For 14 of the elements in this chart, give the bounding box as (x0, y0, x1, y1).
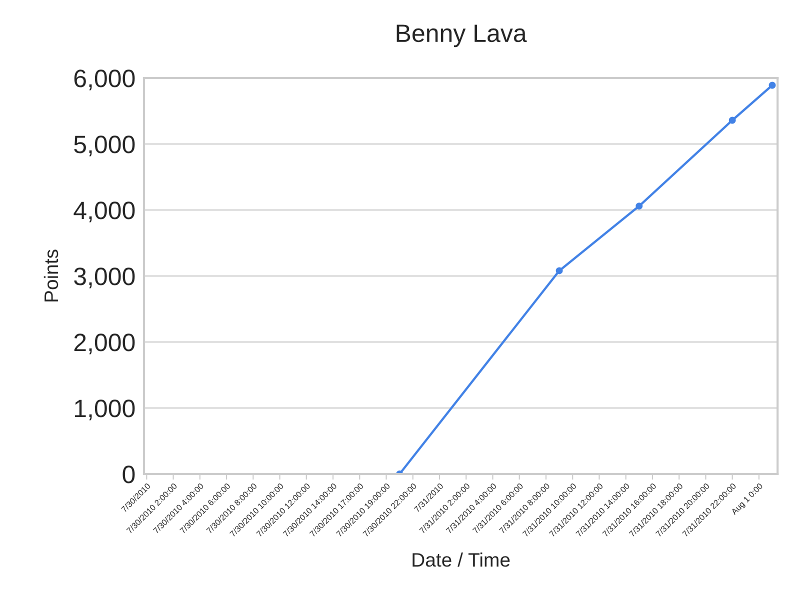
y-tick-label: 5,000 (74, 136, 135, 156)
y-axis-title: Points (44, 250, 58, 302)
y-tick-label: 3,000 (74, 268, 135, 288)
y-tick-label: 6,000 (74, 70, 135, 90)
y-tick-label: 1,000 (75, 400, 135, 420)
x-axis-title: Date / Time (412, 552, 510, 567)
point (728, 116, 736, 124)
point (768, 82, 776, 89)
y-tick-label: 4,000 (74, 202, 135, 222)
chart-title: Benny Lava (396, 24, 527, 48)
point (556, 267, 563, 274)
y-tick-label: 0 (122, 466, 135, 484)
point (636, 202, 643, 210)
y-tick-label: 2,000 (74, 334, 135, 354)
